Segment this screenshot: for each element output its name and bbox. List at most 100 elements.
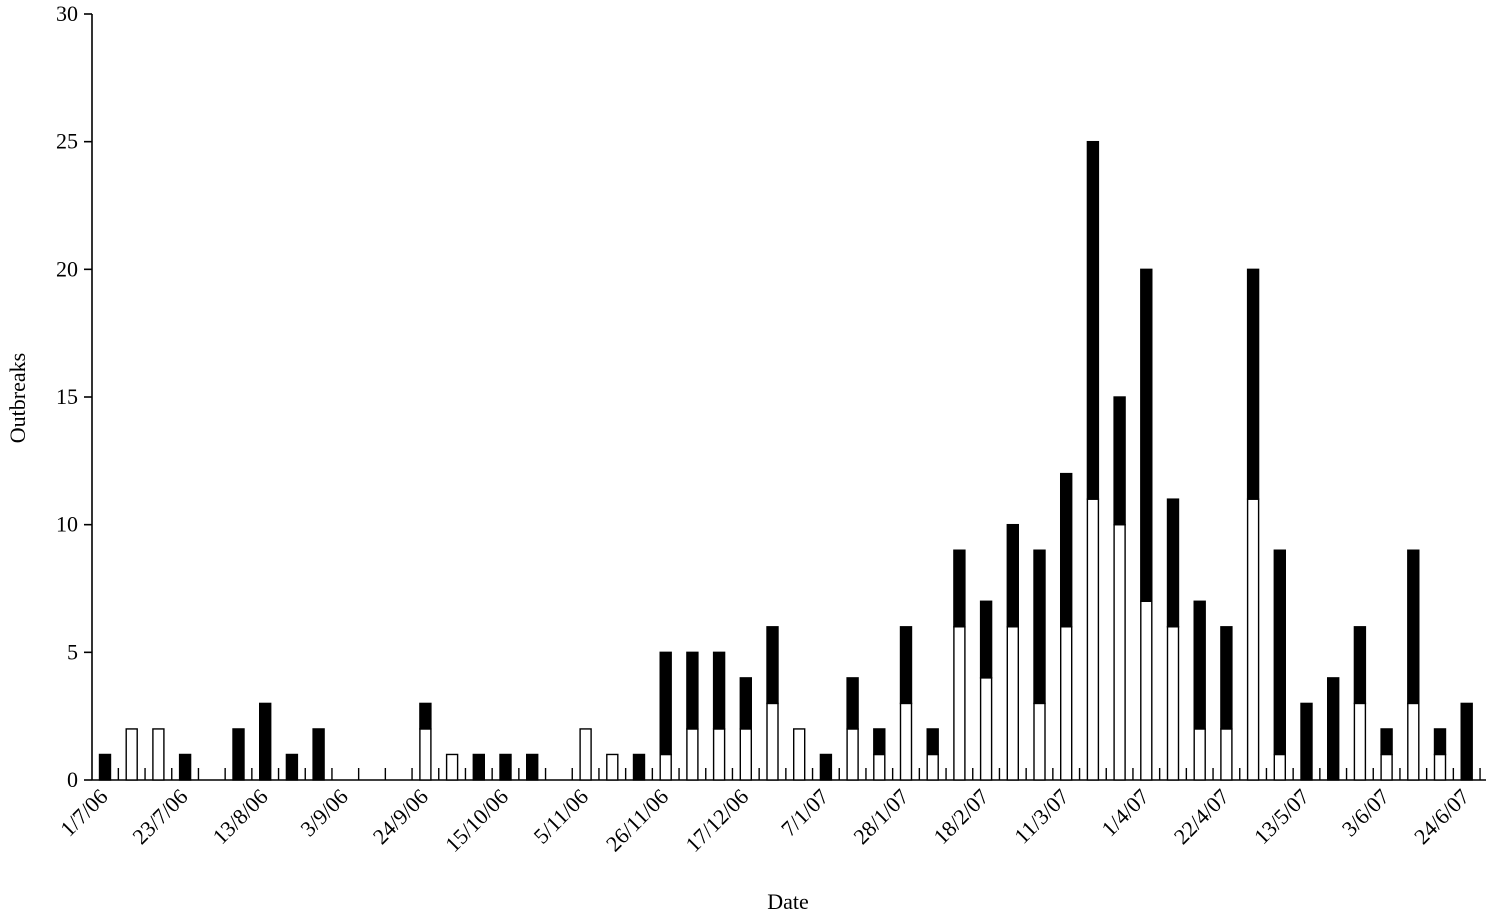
bar-segment-black (1326, 677, 1340, 781)
bar-segment-black (1460, 702, 1473, 781)
x-tick-label: 3/6/07 (1337, 784, 1394, 841)
bar-segment-white (1353, 702, 1367, 781)
bar-segment-black (98, 753, 112, 781)
x-tick-label: 3/9/06 (295, 784, 352, 841)
y-axis-title: Outbreaks (5, 353, 30, 443)
y-tick-label: 0 (67, 767, 78, 792)
bar-segment-black (1193, 600, 1206, 730)
x-tick-label: 15/10/06 (440, 784, 513, 857)
x-tick-label: 28/1/07 (848, 784, 913, 849)
bar-segment-white (1140, 600, 1153, 781)
bar-segment-white (445, 753, 459, 781)
x-tick-label: 17/12/06 (680, 784, 753, 857)
y-tick-label: 20 (56, 256, 78, 281)
bar-segment-white (766, 702, 779, 781)
bar-segment-black (232, 728, 245, 781)
bar-segment-black (846, 677, 859, 730)
x-tick-label: 26/11/06 (601, 784, 673, 856)
x-tick-label: 1/7/06 (55, 784, 112, 841)
bar-segment-black (1166, 498, 1180, 628)
bar-segment-white (1059, 626, 1073, 781)
bar-segment-black (259, 702, 272, 781)
bar-segment-black (1353, 626, 1367, 705)
bar-segment-black (1006, 523, 1019, 628)
bar-segment-black (472, 753, 485, 781)
bar-segment-white (1407, 702, 1420, 781)
x-tick-label: 23/7/06 (127, 784, 192, 849)
bar-segment-black (1220, 626, 1233, 730)
bar-segment-black (1433, 728, 1447, 756)
bar-segment-black (739, 677, 752, 730)
y-tick-label: 10 (56, 512, 78, 537)
x-tick-label: 22/4/07 (1169, 784, 1234, 849)
bar-segment-black (1033, 549, 1046, 705)
bar-segment-white (1433, 753, 1447, 781)
x-tick-label: 11/3/07 (1009, 784, 1074, 849)
bar-segment-white (979, 677, 993, 781)
x-tick-label: 24/9/06 (368, 784, 433, 849)
bar-segment-white (1113, 523, 1126, 781)
x-tick-label: 24/6/07 (1409, 784, 1474, 849)
y-tick-label: 5 (67, 639, 78, 664)
bar-segment-white (1193, 728, 1206, 781)
bar-segment-black (1086, 140, 1100, 500)
bar-segment-white (1246, 498, 1260, 781)
bar-segment-white (579, 728, 592, 781)
bar-segment-white (793, 728, 806, 781)
bar-segment-black (819, 753, 833, 781)
bar-segment-white (1220, 728, 1233, 781)
bar-segment-black (312, 728, 325, 781)
x-tick-label: 5/11/06 (528, 784, 593, 849)
bar-segment-white (953, 626, 966, 781)
bar-segment-black (953, 549, 966, 628)
bar-segment-white (1166, 626, 1180, 781)
bar-segment-black (926, 728, 939, 756)
bar-segment-white (873, 753, 886, 781)
bar-segment-black (1113, 396, 1126, 526)
bar-segment-black (899, 626, 913, 705)
bar-segment-black (526, 753, 539, 781)
bar-segment-white (712, 728, 726, 781)
bar-segment-white (152, 728, 165, 781)
bar-segment-black (766, 626, 779, 705)
x-tick-label: 18/2/07 (928, 784, 993, 849)
bar-segment-white (846, 728, 859, 781)
bar-segment-white (419, 728, 432, 781)
bar-segment-white (606, 753, 619, 781)
bar-segment-white (659, 753, 672, 781)
bar-segment-black (178, 753, 192, 781)
bar-segment-black (686, 651, 699, 730)
x-tick-label: 7/1/07 (776, 784, 833, 841)
x-tick-label: 1/4/07 (1096, 784, 1153, 841)
bar-segment-black (1059, 472, 1073, 628)
bar-segment-black (419, 702, 432, 730)
bar-segment-black (1300, 702, 1313, 781)
x-tick-label: 13/8/06 (208, 784, 273, 849)
y-tick-label: 25 (56, 129, 78, 154)
bar-segment-black (632, 753, 646, 781)
bar-segment-white (1033, 702, 1046, 781)
bar-segment-white (686, 728, 699, 781)
bars (98, 140, 1473, 781)
bar-segment-black (659, 651, 672, 756)
bar-segment-black (1407, 549, 1420, 705)
bar-segment-white (926, 753, 939, 781)
bar-segment-black (712, 651, 726, 730)
bar-segment-white (1006, 626, 1019, 781)
bar-segment-white (125, 728, 138, 781)
y-tick-label: 30 (56, 1, 78, 26)
y-axis: 0 5 10 15 20 25 30 (56, 1, 93, 792)
bar-segment-white (1273, 753, 1287, 781)
bar-segment-black (1140, 268, 1153, 602)
bar-segment-white (1086, 498, 1100, 781)
x-axis: 1/7/06 23/7/06 13/8/06 3/9/06 24/9/06 15/10/0… (55, 768, 1486, 857)
bar-segment-black (873, 728, 886, 756)
bar-segment-black (285, 753, 299, 781)
bar-segment-black (499, 753, 512, 781)
bar-segment-black (979, 600, 993, 679)
bar-segment-white (1380, 753, 1393, 781)
x-axis-title: Date (767, 889, 809, 914)
bar-segment-black (1380, 728, 1393, 756)
bar-segment-black (1273, 549, 1287, 756)
